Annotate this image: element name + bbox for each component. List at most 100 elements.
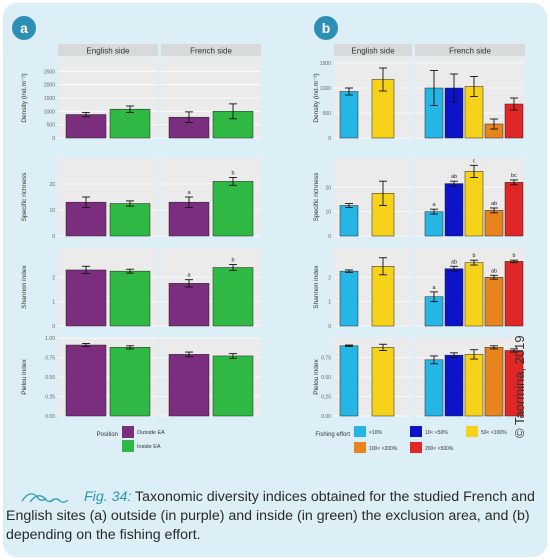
y-axis-label-b-0: Density (ind.m⁻²)	[313, 73, 320, 122]
bar-a-1-0-1	[109, 203, 151, 237]
y-tick-label-a-1-2: 20	[49, 182, 55, 188]
legend-label-b-2: 50< <100%	[481, 430, 507, 436]
bar-a-2-0-0	[65, 269, 107, 327]
facet-strip-b-0	[334, 44, 412, 56]
y-axis-label-a-2: Shannon index	[21, 265, 28, 309]
bar-b-0-0-0	[339, 91, 359, 139]
y-tick-label-b-2-2: 2	[328, 275, 331, 281]
y-tick-label-b-0-3: 1500	[320, 61, 331, 67]
y-tick-label-b-2-0: 0	[328, 324, 331, 330]
legend-swatch-b-2	[466, 426, 478, 437]
panel-badge-b	[314, 16, 338, 40]
bar-a-0-0-0	[65, 114, 107, 139]
y-tick-label-a-0-3: 1500	[44, 96, 55, 102]
y-tick-label-b-3-2: 0.50	[321, 375, 331, 381]
facet-label-a-1: French side	[190, 47, 232, 56]
y-axis-label-b-3: Pielou index	[313, 359, 320, 395]
bar-a-2-1-1	[212, 267, 254, 327]
significance-letter-b-2-1-0: a	[432, 285, 436, 291]
bar-a-1-1-0	[168, 201, 210, 237]
y-tick-label-a-3-1: 0.25	[45, 395, 55, 401]
legend-label-a-1: Inside EA	[137, 444, 161, 450]
y-tick-label-a-3-3: 0.75	[45, 356, 55, 362]
legend-label-b-1: 10< <50%	[425, 430, 448, 436]
facet-label-a-0: English side	[86, 47, 130, 56]
bar-a-3-1-1	[212, 355, 254, 417]
bar-b-3-1-0	[424, 359, 444, 417]
caption-figure-number: Fig. 34:	[84, 489, 132, 505]
bar-a-1-1-1	[212, 181, 254, 237]
y-tick-label-b-1-0: 0	[328, 234, 331, 240]
bar-b-2-1-2	[464, 262, 484, 327]
significance-letter-b-2-1-4: b	[512, 253, 515, 259]
bar-b-3-1-2	[464, 354, 484, 417]
bar-a-0-0-1	[109, 108, 151, 139]
caption-text: Taxonomic diversity indices obtained for…	[6, 489, 535, 543]
y-tick-label-a-3-2: 0.50	[45, 375, 55, 381]
significance-letter-b-1-1-1: ab	[451, 174, 457, 180]
bar-b-2-1-3	[484, 277, 504, 327]
legend-swatch-b-3	[354, 442, 366, 453]
facet-strip-a-1	[161, 44, 261, 56]
panel-label-a: a	[20, 20, 28, 36]
facet-label-b-1: French side	[449, 47, 491, 56]
bar-b-1-1-0	[424, 211, 444, 237]
y-tick-label-b-0-1: 500	[323, 111, 332, 117]
y-tick-label-a-2-0: 0	[52, 324, 55, 330]
y-axis-label-b-2: Shannon index	[313, 265, 320, 309]
legend-title-a: Position	[97, 432, 118, 438]
legend-title-b: Fishing effort	[315, 432, 350, 438]
bar-b-3-0-1	[371, 347, 395, 417]
y-axis-label-a-1: Specific richness	[21, 172, 28, 222]
y-tick-label-a-0-0: 0	[52, 136, 55, 142]
y-axis-label-a-3: Pielou index	[21, 359, 28, 395]
y-tick-label-a-2-1: 1	[52, 300, 55, 306]
bar-b-1-1-4	[504, 182, 524, 237]
legend-swatch-a-0	[122, 426, 134, 438]
bar-b-1-1-2	[464, 171, 484, 237]
copyright-credit: © Taormina, 2019	[512, 335, 527, 438]
y-tick-label-a-0-4: 2000	[44, 83, 55, 89]
y-tick-label-a-3-0: 0.00	[45, 414, 55, 420]
significance-letter-b-1-1-2: c	[473, 158, 476, 164]
significance-letter-b-2-1-1: ab	[451, 259, 457, 265]
bar-b-2-0-0	[339, 270, 359, 327]
bar-b-1-1-1	[444, 183, 464, 237]
legend-swatch-a-1	[122, 440, 134, 452]
y-tick-label-a-1-1: 10	[49, 208, 55, 214]
significance-letter-b-1-1-0: a	[432, 202, 436, 208]
significance-letter-b-2-1-2: b	[472, 253, 475, 259]
legend-label-b-4: 200< <500%	[425, 446, 454, 452]
significance-letter-a-2-1-1: b	[231, 258, 234, 264]
facet-label-b-0: English side	[351, 47, 395, 56]
y-tick-label-a-1-0: 0	[52, 234, 55, 240]
y-tick-label-b-0-2: 1000	[320, 86, 331, 92]
wave-logo-icon	[21, 493, 69, 503]
bar-a-3-1-0	[168, 354, 210, 417]
legend-label-b-0: <10%	[369, 430, 382, 436]
significance-letter-a-2-1-0: a	[187, 273, 191, 279]
facet-strip-a-0	[58, 44, 158, 56]
bar-b-2-1-1	[444, 268, 464, 327]
y-tick-label-b-2-1: 1	[328, 300, 331, 306]
significance-letter-b-1-1-4: bc	[511, 173, 517, 179]
legend-swatch-b-0	[354, 426, 366, 437]
bar-b-3-1-1	[444, 354, 464, 417]
y-tick-label-a-3-4: 1.00	[45, 336, 55, 342]
bar-b-1-1-3	[484, 210, 504, 237]
y-tick-label-b-3-3: 0.75	[321, 356, 331, 362]
panel-badge-a	[12, 16, 36, 40]
legend-swatch-b-1	[410, 426, 422, 437]
bar-a-2-1-0	[168, 283, 210, 327]
y-axis-label-b-1: Specific richness	[313, 172, 320, 222]
significance-letter-a-1-1-1: b	[231, 171, 234, 177]
y-tick-label-b-0-0: 0	[328, 136, 331, 142]
y-tick-label-a-0-2: 1000	[44, 109, 55, 115]
y-tick-label-a-0-1: 500	[47, 123, 56, 129]
bar-b-3-1-3	[484, 347, 504, 417]
bar-b-1-0-0	[339, 205, 359, 237]
panel-label-b: b	[322, 20, 331, 36]
bar-a-3-0-1	[109, 347, 151, 417]
figure-caption: Fig. 34: Taxonomic diversity indices obt…	[6, 488, 546, 545]
legend-label-a-0: Outside EA	[137, 430, 165, 436]
